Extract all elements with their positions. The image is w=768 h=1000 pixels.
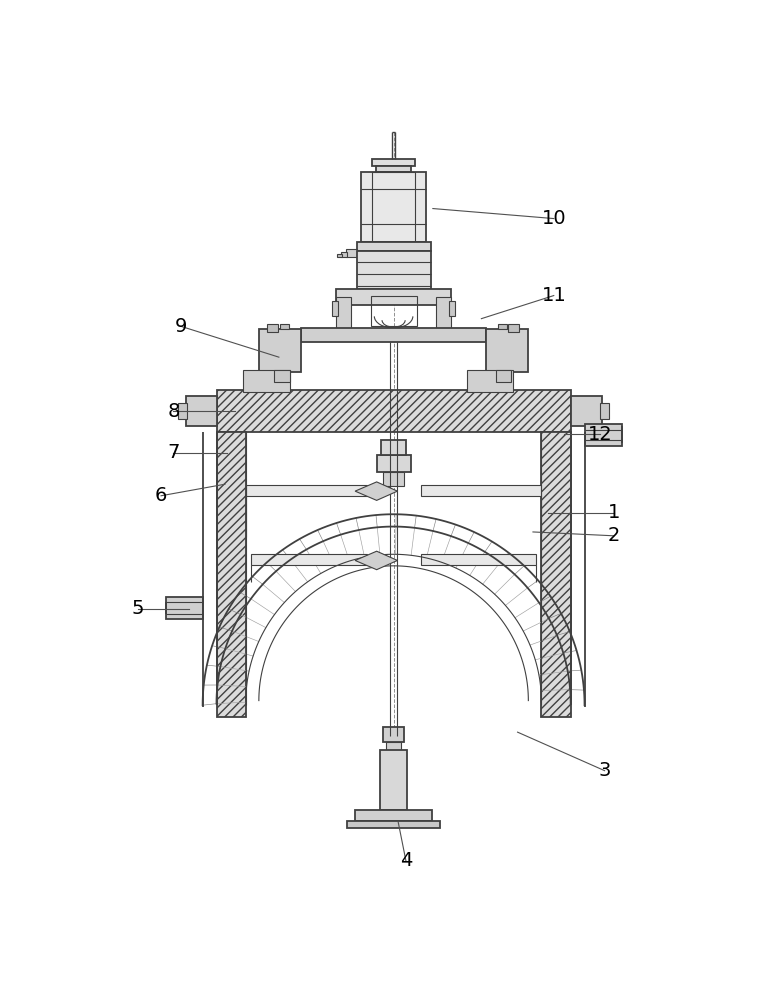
- Bar: [266, 324, 278, 332]
- Bar: [217, 389, 571, 432]
- Bar: [541, 432, 571, 717]
- Bar: [376, 166, 412, 172]
- Bar: [421, 485, 541, 496]
- Bar: [376, 455, 411, 472]
- Bar: [372, 172, 415, 242]
- Bar: [355, 810, 432, 821]
- Text: 9: 9: [175, 317, 187, 336]
- Bar: [584, 424, 621, 446]
- Text: 4: 4: [399, 851, 412, 870]
- Bar: [449, 301, 455, 316]
- Text: 1: 1: [607, 503, 620, 522]
- Bar: [370, 296, 417, 326]
- Polygon shape: [355, 482, 398, 500]
- Bar: [421, 554, 536, 565]
- Bar: [347, 821, 440, 828]
- Bar: [332, 301, 338, 316]
- Bar: [336, 289, 452, 305]
- Bar: [217, 432, 246, 717]
- Bar: [381, 440, 406, 455]
- Bar: [386, 742, 402, 750]
- Text: 7: 7: [167, 443, 180, 462]
- Text: 5: 5: [131, 599, 144, 618]
- Text: 10: 10: [541, 209, 566, 228]
- Bar: [167, 597, 203, 619]
- Bar: [336, 297, 351, 336]
- Bar: [178, 403, 187, 419]
- Text: 8: 8: [167, 402, 180, 421]
- Bar: [336, 254, 342, 257]
- Bar: [341, 252, 347, 257]
- Polygon shape: [355, 551, 398, 570]
- Bar: [301, 328, 486, 342]
- Bar: [382, 727, 405, 742]
- Bar: [356, 251, 431, 289]
- Bar: [571, 396, 601, 426]
- Bar: [259, 329, 301, 372]
- Bar: [280, 324, 289, 329]
- Bar: [246, 485, 366, 496]
- Bar: [361, 172, 426, 242]
- Bar: [467, 370, 513, 392]
- Bar: [508, 324, 519, 332]
- Bar: [274, 370, 290, 382]
- Bar: [436, 297, 452, 336]
- Bar: [600, 403, 609, 419]
- Bar: [356, 242, 431, 251]
- Bar: [346, 249, 356, 257]
- Bar: [372, 158, 415, 166]
- Bar: [486, 329, 528, 372]
- Bar: [496, 370, 511, 382]
- Bar: [186, 396, 217, 426]
- Text: 11: 11: [541, 286, 566, 305]
- Text: 2: 2: [607, 526, 620, 545]
- Bar: [251, 554, 366, 565]
- Text: 12: 12: [588, 425, 612, 444]
- Text: 3: 3: [598, 761, 611, 780]
- Bar: [379, 750, 408, 810]
- Text: 6: 6: [155, 486, 167, 505]
- Bar: [243, 370, 290, 392]
- Bar: [382, 472, 405, 486]
- Bar: [498, 324, 507, 329]
